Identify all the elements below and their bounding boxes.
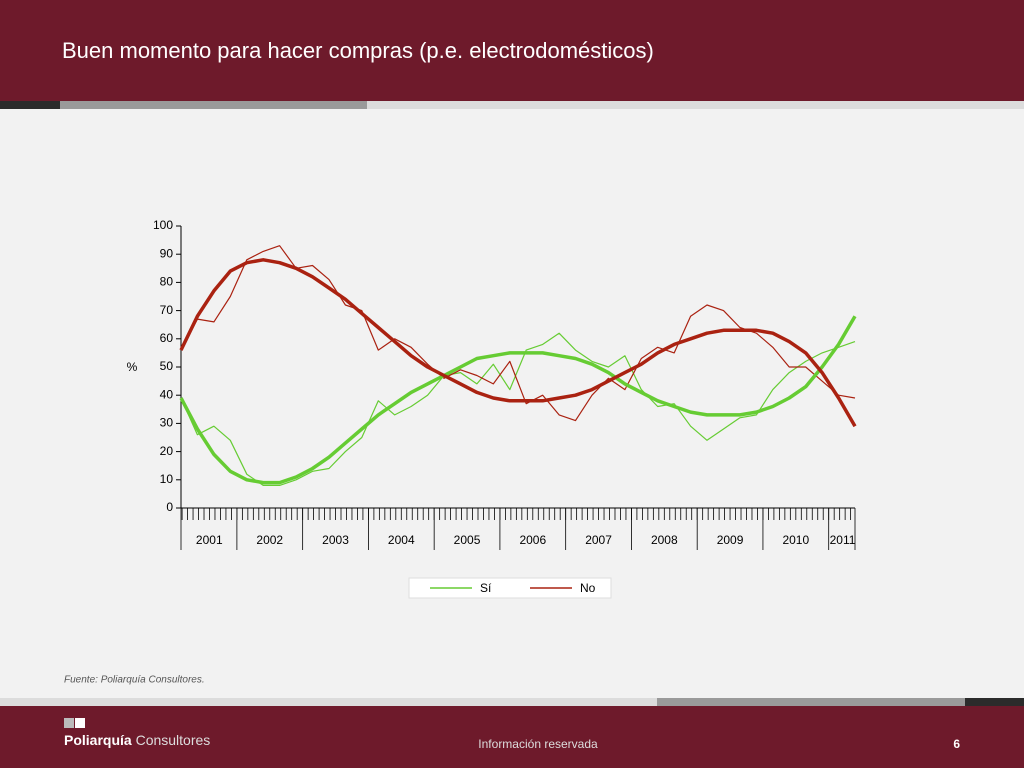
logo-mark — [75, 718, 85, 728]
legend-box — [408, 577, 612, 599]
x-tick-label: 2006 — [519, 533, 546, 547]
y-tick-label: 20 — [160, 444, 174, 458]
x-tick-label: 2009 — [717, 533, 744, 547]
x-tick-label: 2003 — [322, 533, 349, 547]
y-axis-label: % — [127, 360, 138, 374]
footer-stripe — [657, 698, 965, 706]
y-tick-label: 100 — [153, 218, 173, 232]
series-line — [180, 332, 856, 486]
y-tick-label: 0 — [166, 500, 173, 514]
brand-rest: Consultores — [136, 732, 211, 748]
x-tick-label: 2010 — [782, 533, 809, 547]
series-line — [179, 258, 857, 428]
y-tick-label: 30 — [160, 416, 174, 430]
series-line — [179, 315, 857, 485]
page-number: 6 — [953, 737, 960, 751]
y-tick-label: 70 — [160, 303, 174, 317]
footer-bar — [0, 706, 1024, 768]
x-tick-label: 2008 — [651, 533, 678, 547]
legend-label: No — [580, 581, 596, 595]
plot: 0 10 20 30 40 50 60 70 80 90 100 2001 2002 2003 2004 20… — [153, 218, 857, 595]
legend-label: Sí — [480, 581, 492, 595]
header-stripe — [60, 101, 367, 109]
x-tick-label: 2005 — [454, 533, 481, 547]
series-line — [180, 245, 856, 422]
x-tick-label: 2004 — [388, 533, 415, 547]
slide-title: Buen momento para hacer compras (p.e. el… — [62, 38, 654, 63]
y-tick-label: 80 — [160, 275, 174, 289]
y-tick-label: 90 — [160, 246, 174, 260]
x-tick-label: 2007 — [585, 533, 612, 547]
source-note: Fuente: Poliarquía Consultores. — [64, 675, 205, 686]
y-tick-label: 10 — [160, 472, 174, 486]
y-tick-label: 50 — [160, 359, 174, 373]
x-tick-label: 2002 — [256, 533, 283, 547]
x-tick-label: 2001 — [196, 533, 223, 547]
footer-stripe — [0, 698, 657, 706]
brand: Poliarquía Consultores — [64, 732, 210, 748]
header-stripe — [367, 101, 1024, 109]
header-stripe — [0, 101, 60, 109]
x-tick-label: 2011 — [830, 533, 856, 547]
y-tick-label: 40 — [160, 387, 174, 401]
brand-bold: Poliarquía — [64, 732, 132, 748]
logo-mark — [64, 718, 74, 728]
header-bar — [0, 0, 1024, 101]
y-tick-label: 60 — [160, 331, 174, 345]
footer-stripe — [965, 698, 1024, 706]
footer-note: Información reservada — [478, 737, 598, 751]
